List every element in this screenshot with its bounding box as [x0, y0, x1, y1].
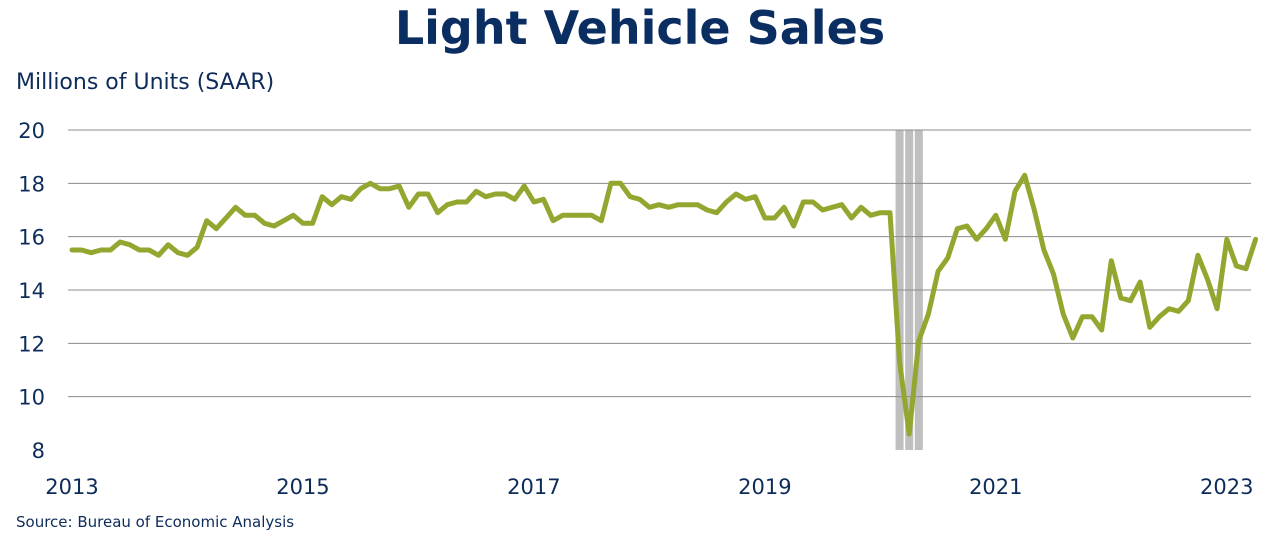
- series-line: [69, 172, 1259, 437]
- x-tick-label: 2021: [969, 475, 1022, 499]
- x-tick-label: 2023: [1200, 475, 1253, 499]
- x-tick-label: 2015: [276, 475, 329, 499]
- chart-title: Light Vehicle Sales: [394, 1, 886, 55]
- series-layer: [69, 172, 1259, 437]
- y-axis-label: Millions of Units (SAAR): [16, 70, 275, 95]
- y-tick-label: 10: [18, 386, 45, 410]
- x-tick-label: 2013: [45, 475, 98, 499]
- y-tick-label: 14: [18, 279, 45, 303]
- y-tick-label: 12: [18, 332, 45, 356]
- source-note: Source: Bureau of Economic Analysis: [16, 513, 295, 531]
- y-tick-label: 20: [18, 119, 45, 143]
- x-tick-label: 2019: [738, 475, 791, 499]
- y-tick-label: 18: [18, 172, 45, 196]
- gridlines: [68, 129, 1251, 398]
- y-axis-ticks: 20 18 16 14 12 10 8: [18, 119, 45, 463]
- y-tick-label: 16: [18, 226, 45, 250]
- y-tick-label: 8: [32, 439, 45, 463]
- x-tick-label: 2017: [507, 475, 560, 499]
- x-axis-ticks: 2013 2015 2017 2019 2021 2023: [45, 475, 1253, 499]
